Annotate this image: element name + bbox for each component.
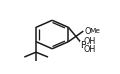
Text: B: B: [80, 41, 86, 50]
Text: O: O: [84, 27, 91, 36]
Text: OH: OH: [83, 37, 96, 46]
Text: OH: OH: [83, 45, 96, 54]
Text: Me: Me: [89, 28, 100, 34]
